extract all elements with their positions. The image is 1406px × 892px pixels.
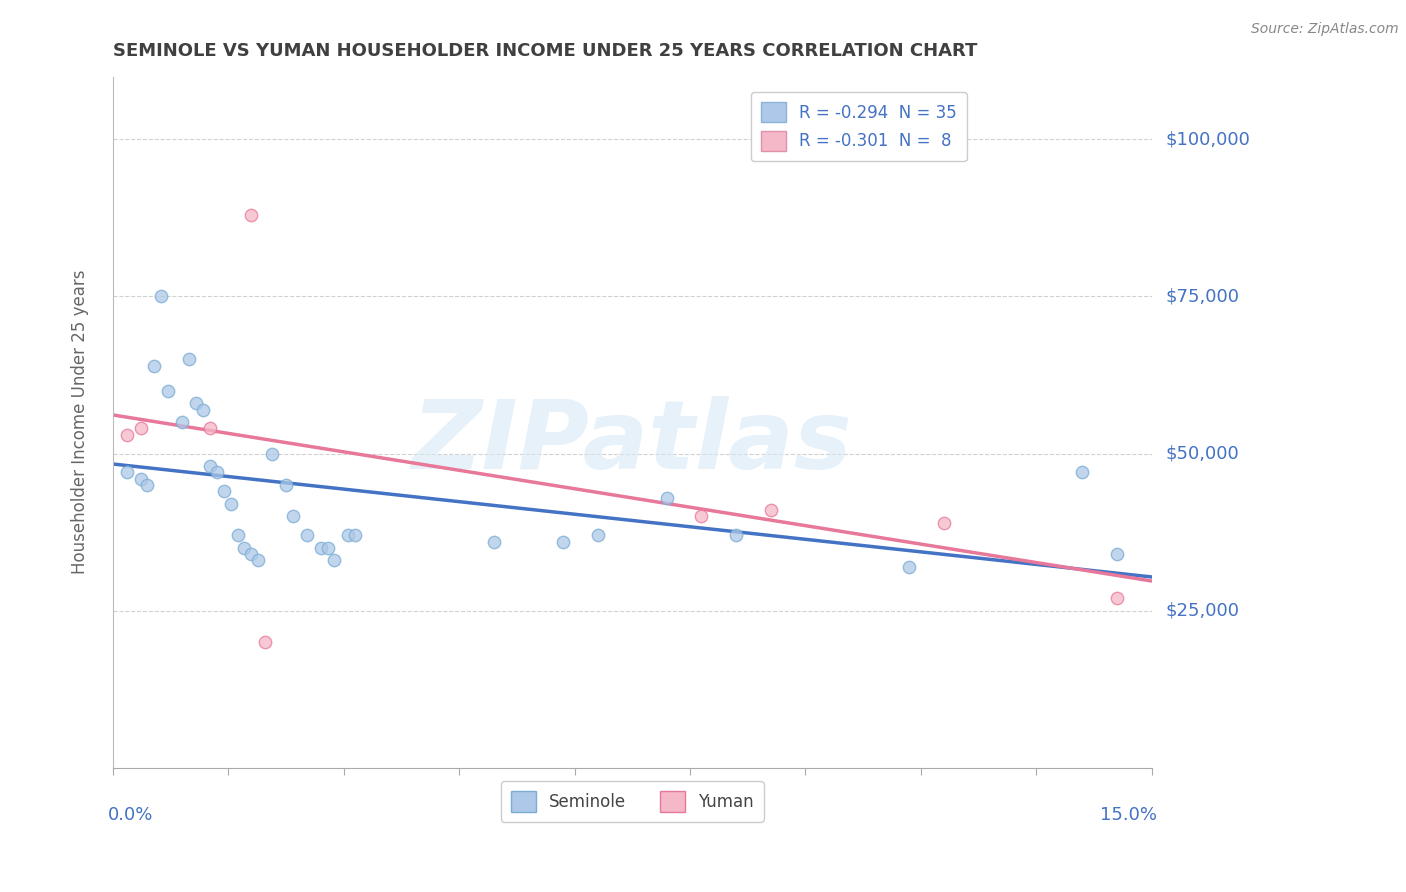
Text: $25,000: $25,000	[1166, 601, 1240, 620]
Point	[655, 491, 678, 505]
Point	[1071, 466, 1094, 480]
Point	[205, 466, 228, 480]
Text: SEMINOLE VS YUMAN HOUSEHOLDER INCOME UNDER 25 YEARS CORRELATION CHART: SEMINOLE VS YUMAN HOUSEHOLDER INCOME UND…	[112, 42, 977, 60]
Point	[115, 427, 138, 442]
Point	[226, 528, 249, 542]
Point	[233, 541, 256, 555]
Point	[219, 497, 242, 511]
Point	[115, 466, 138, 480]
Point	[1105, 591, 1128, 605]
Point	[690, 509, 713, 524]
Point	[337, 528, 360, 542]
Point	[309, 541, 332, 555]
Y-axis label: Householder Income Under 25 years: Householder Income Under 25 years	[72, 270, 89, 574]
Point	[177, 352, 200, 367]
Point	[240, 547, 263, 561]
Point	[898, 559, 921, 574]
Point	[129, 421, 152, 435]
Text: $75,000: $75,000	[1166, 287, 1240, 305]
Point	[932, 516, 955, 530]
Point	[262, 446, 284, 460]
Point	[482, 534, 505, 549]
Point	[212, 484, 235, 499]
Point	[129, 472, 152, 486]
Point	[316, 541, 339, 555]
Text: 0.0%: 0.0%	[108, 805, 153, 823]
Point	[759, 503, 782, 517]
Point	[172, 415, 194, 429]
Point	[344, 528, 367, 542]
Point	[184, 396, 207, 410]
Point	[143, 359, 166, 373]
Point	[586, 528, 609, 542]
Point	[295, 528, 318, 542]
Point	[247, 553, 270, 567]
Point	[1105, 547, 1128, 561]
Point	[240, 208, 263, 222]
Point	[551, 534, 574, 549]
Text: 15.0%: 15.0%	[1099, 805, 1157, 823]
Text: $50,000: $50,000	[1166, 444, 1239, 463]
Legend: Seminole, Yuman: Seminole, Yuman	[501, 781, 763, 822]
Point	[157, 384, 180, 398]
Point	[198, 459, 221, 474]
Point	[254, 635, 277, 649]
Point	[150, 289, 173, 303]
Point	[198, 421, 221, 435]
Point	[191, 402, 214, 417]
Point	[136, 478, 159, 492]
Text: $100,000: $100,000	[1166, 130, 1250, 148]
Text: ZIPatlas: ZIPatlas	[412, 396, 852, 490]
Point	[274, 478, 297, 492]
Point	[725, 528, 748, 542]
Text: Source: ZipAtlas.com: Source: ZipAtlas.com	[1251, 22, 1399, 37]
Point	[281, 509, 304, 524]
Point	[323, 553, 346, 567]
